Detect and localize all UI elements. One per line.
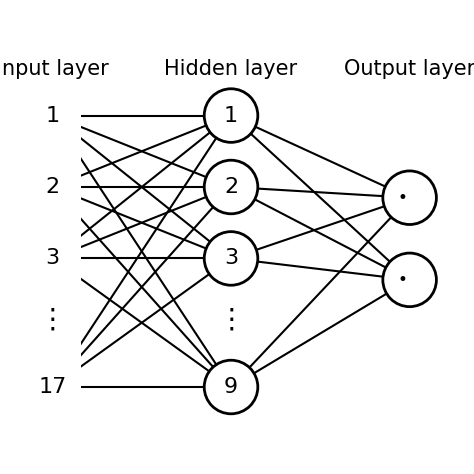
Circle shape xyxy=(26,360,79,414)
Text: 3: 3 xyxy=(224,248,238,268)
Text: ⋮: ⋮ xyxy=(217,305,245,333)
Circle shape xyxy=(204,89,258,142)
Text: 9: 9 xyxy=(224,377,238,397)
Text: 1: 1 xyxy=(46,106,60,126)
Text: 1: 1 xyxy=(224,106,238,126)
Text: Output layer: Output layer xyxy=(344,59,474,79)
Text: Input layer: Input layer xyxy=(0,59,109,79)
Circle shape xyxy=(26,89,79,142)
Text: 3: 3 xyxy=(46,248,60,268)
Text: ⋮: ⋮ xyxy=(38,305,66,333)
Circle shape xyxy=(26,232,79,285)
Text: 2: 2 xyxy=(46,177,60,197)
Circle shape xyxy=(204,360,258,414)
Text: •: • xyxy=(398,189,408,207)
Text: 17: 17 xyxy=(38,377,66,397)
Text: 2: 2 xyxy=(224,177,238,197)
Text: Hidden layer: Hidden layer xyxy=(164,59,298,79)
Circle shape xyxy=(383,253,437,307)
Circle shape xyxy=(204,160,258,214)
Circle shape xyxy=(204,232,258,285)
Text: •: • xyxy=(398,271,408,289)
Circle shape xyxy=(26,160,79,214)
Circle shape xyxy=(383,171,437,225)
